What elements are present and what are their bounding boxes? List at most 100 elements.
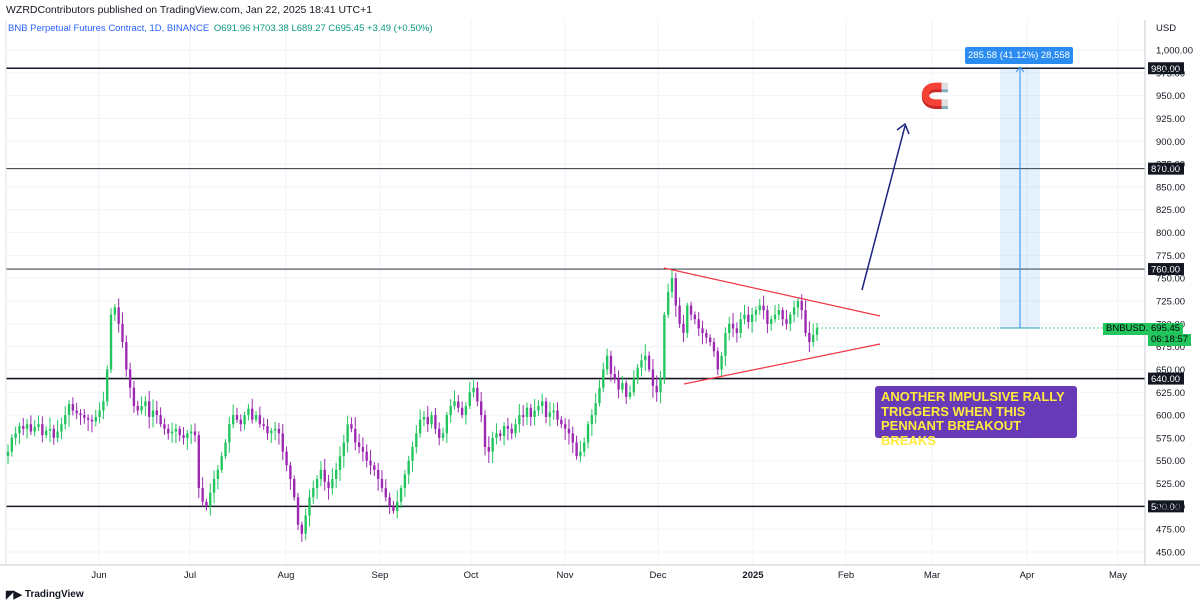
candle-body (189, 431, 193, 434)
candle-body (29, 424, 33, 432)
candle-body (590, 415, 594, 425)
candle-body (174, 428, 178, 432)
candle-body (125, 342, 128, 370)
candle-body (113, 307, 117, 315)
y-tick-label: 900.00 (1156, 137, 1185, 148)
y-tick-label: 825.00 (1156, 205, 1185, 216)
candle-body (186, 433, 189, 438)
candle-body (636, 367, 639, 379)
candle-body (483, 415, 487, 448)
candle-body (464, 405, 468, 416)
candle-body (567, 428, 571, 434)
candle-body (666, 291, 670, 315)
candle-body (56, 431, 59, 438)
candle-body (735, 328, 739, 333)
candle-body (304, 515, 307, 534)
candle-body (121, 323, 124, 343)
candle-body (445, 415, 449, 434)
candle-body (789, 314, 792, 324)
candle-body (167, 428, 170, 434)
candle-body (663, 314, 666, 379)
x-tick-label: Nov (557, 570, 574, 581)
callout-box: ANOTHER IMPULSIVE RALLY TRIGGERS WHEN TH… (875, 386, 1077, 447)
x-tick-label: Oct (464, 570, 479, 581)
candle-body (392, 506, 395, 511)
projection-arrow (861, 122, 910, 291)
candle-body (812, 334, 815, 343)
publish-header: WZRDContributors published on TradingVie… (0, 0, 1200, 20)
candle-body (602, 369, 605, 388)
candle-body (762, 305, 765, 311)
y-tick-label: 625.00 (1156, 388, 1185, 399)
candle-body (159, 415, 162, 425)
candle-body (560, 419, 563, 425)
candle-body (14, 433, 17, 438)
candle-body (258, 415, 262, 425)
candle-body (209, 492, 212, 507)
x-tick-label: Jun (91, 570, 106, 581)
candle-body (724, 332, 727, 356)
lower-trendline (683, 343, 881, 385)
candle-body (37, 424, 40, 427)
key-levels: 980.00 870.00 760.00 640.00 500.00 (6, 62, 1184, 513)
candle-body (617, 378, 620, 390)
candle-body (693, 314, 697, 320)
candle-body (506, 426, 510, 429)
candle-body (460, 407, 464, 416)
candle-body (647, 355, 651, 370)
candle-body (144, 401, 147, 406)
candle-body (548, 412, 552, 417)
key-level-badge (1148, 62, 1184, 75)
candle-body (563, 424, 567, 429)
candle-body (750, 314, 754, 322)
candle-body (163, 424, 166, 429)
brand-name: TradingView (24, 589, 84, 600)
candle-body (579, 451, 582, 457)
candle-body (44, 430, 48, 436)
candle-body (239, 419, 242, 425)
candle-body (712, 342, 716, 352)
candle-body (277, 428, 281, 434)
candle-body (487, 447, 491, 452)
candle-body (52, 428, 55, 438)
candle-body (434, 415, 437, 429)
candle-body (373, 465, 376, 470)
symbol-name[interactable]: BNB Perpetual Futures Contract, 1D, BINA… (8, 23, 210, 34)
y-tick-label: 575.00 (1156, 433, 1185, 444)
candle-body (10, 437, 13, 452)
candle-body (182, 435, 185, 438)
candle-body (415, 433, 418, 448)
y-tick-label: 1,000.00 (1156, 46, 1193, 57)
candle-body (411, 447, 414, 461)
candle-body (655, 385, 658, 393)
y-tick-label: 600.00 (1156, 411, 1185, 422)
candle-body (342, 442, 345, 457)
candle-body (529, 407, 532, 417)
candle-body (201, 488, 204, 502)
candle-body (796, 301, 800, 308)
candle-body (289, 465, 292, 479)
candle-body (140, 405, 143, 411)
candle-body (357, 442, 361, 448)
candle-body (6, 451, 10, 457)
candle-body (369, 460, 372, 466)
candle-body (476, 387, 479, 402)
candle-body (83, 415, 86, 418)
candle-body (273, 428, 277, 431)
candle-body (525, 407, 529, 417)
candle-body (380, 478, 384, 489)
candle-body (361, 447, 365, 452)
candle-body (541, 401, 544, 406)
candle-body (155, 410, 159, 416)
magnet-icon: 🧲 (920, 83, 950, 110)
candle-body (148, 401, 151, 417)
candle-body (770, 319, 773, 324)
candle-body (293, 478, 296, 498)
key-level-label: 980.00 (1151, 64, 1180, 75)
candle-body (75, 410, 78, 414)
x-tick-label: Apr (1020, 570, 1035, 581)
tradingview-logo[interactable]: ◤▶ TradingView (6, 588, 84, 601)
candle-body (792, 307, 796, 315)
candle-body (281, 433, 284, 452)
